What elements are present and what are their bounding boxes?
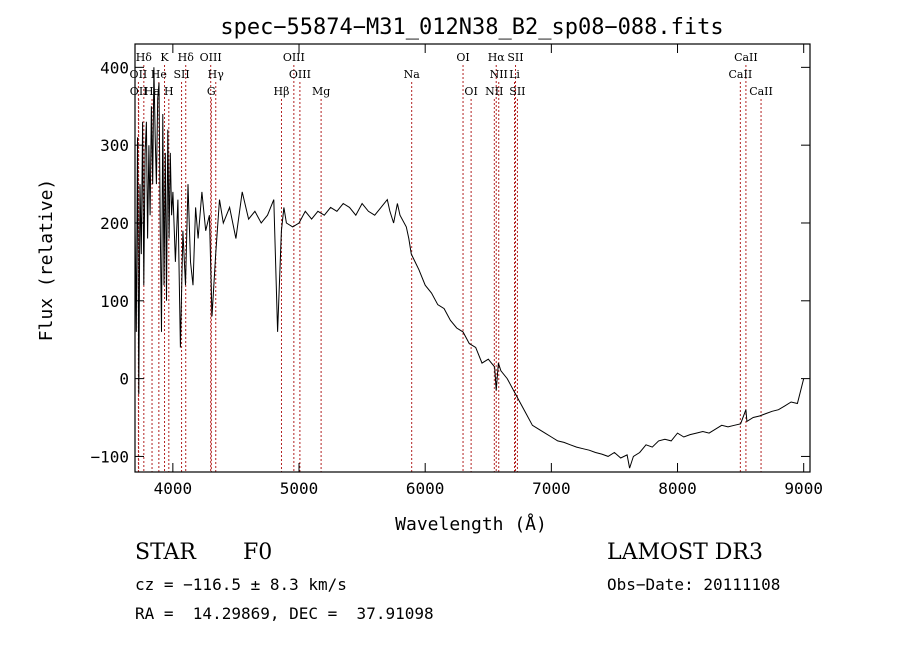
y-tick-label: 200 [100, 214, 129, 233]
y-tick-label: −100 [90, 447, 129, 466]
spectral-line-label: Li [509, 68, 520, 81]
radec-text: RA = 14.29869, DEC = 37.91098 [135, 604, 434, 623]
spectral-line-label: Hγ [208, 68, 225, 81]
spectral-line-label: OII [130, 85, 148, 98]
chart-title: spec−55874−M31_012N38_B2_sp08−088.fits [220, 15, 723, 40]
spectral-line-label: OIII [200, 51, 222, 64]
y-tick-label: 100 [100, 292, 129, 311]
spectral-line-label: CaII [749, 85, 773, 98]
y-tick-label: 400 [100, 58, 129, 77]
spectral-line-label: He [151, 68, 167, 81]
spectral-line-label: NII [490, 68, 508, 81]
cz-text: cz = −116.5 ± 8.3 km/s [135, 575, 347, 594]
x-tick-label: 9000 [784, 479, 823, 498]
x-tick-label: 4000 [154, 479, 193, 498]
y-tick-label: 0 [119, 370, 129, 389]
obsdate-text: Obs−Date: 20111108 [607, 575, 781, 594]
x-tick-label: 8000 [658, 479, 697, 498]
spectral-line-label: OI [464, 85, 477, 98]
survey-label: LAMOST DR3 [607, 540, 763, 565]
spectral-line-label: Hα [488, 51, 506, 64]
spectral-line-label: Mg [312, 85, 330, 98]
spectral-line-label: Hβ [274, 85, 290, 98]
spectral-line-label: SII [173, 68, 189, 81]
spectral-line-label: Ha [144, 85, 161, 98]
spectral-line-label: CaII [729, 68, 753, 81]
spectral-line-label: Na [404, 68, 421, 81]
spectral-line-label: SII [507, 51, 523, 64]
spectral-line-label: H [164, 85, 174, 98]
spectral-line-label: Hδ [178, 51, 195, 64]
x-tick-label: 6000 [406, 479, 445, 498]
x-tick-label: 7000 [532, 479, 571, 498]
spectral-line-label: OIII [289, 68, 311, 81]
spectrum-line [134, 67, 805, 469]
spectral-line-label: G [207, 85, 216, 98]
y-axis-label: Flux (relative) [36, 179, 57, 342]
x-axis-label: Wavelength (Å) [395, 513, 547, 535]
spectral-line-label: CaII [734, 51, 758, 64]
spectral-line-label: NII [485, 85, 503, 98]
spectral-line-label: OI [456, 51, 469, 64]
x-tick-label: 5000 [280, 479, 319, 498]
y-tick-label: 300 [100, 136, 129, 155]
spectral-line-label: OIII [283, 51, 305, 64]
spectral-line-label: Hδ [136, 51, 153, 64]
class-label: STAR [135, 540, 196, 565]
spectral-line-label: K [160, 51, 169, 64]
subclass-label: F0 [243, 540, 273, 565]
plot-frame [134, 43, 811, 473]
spectral-line-label: OII [130, 68, 148, 81]
spectral-line-label: SII [509, 85, 525, 98]
